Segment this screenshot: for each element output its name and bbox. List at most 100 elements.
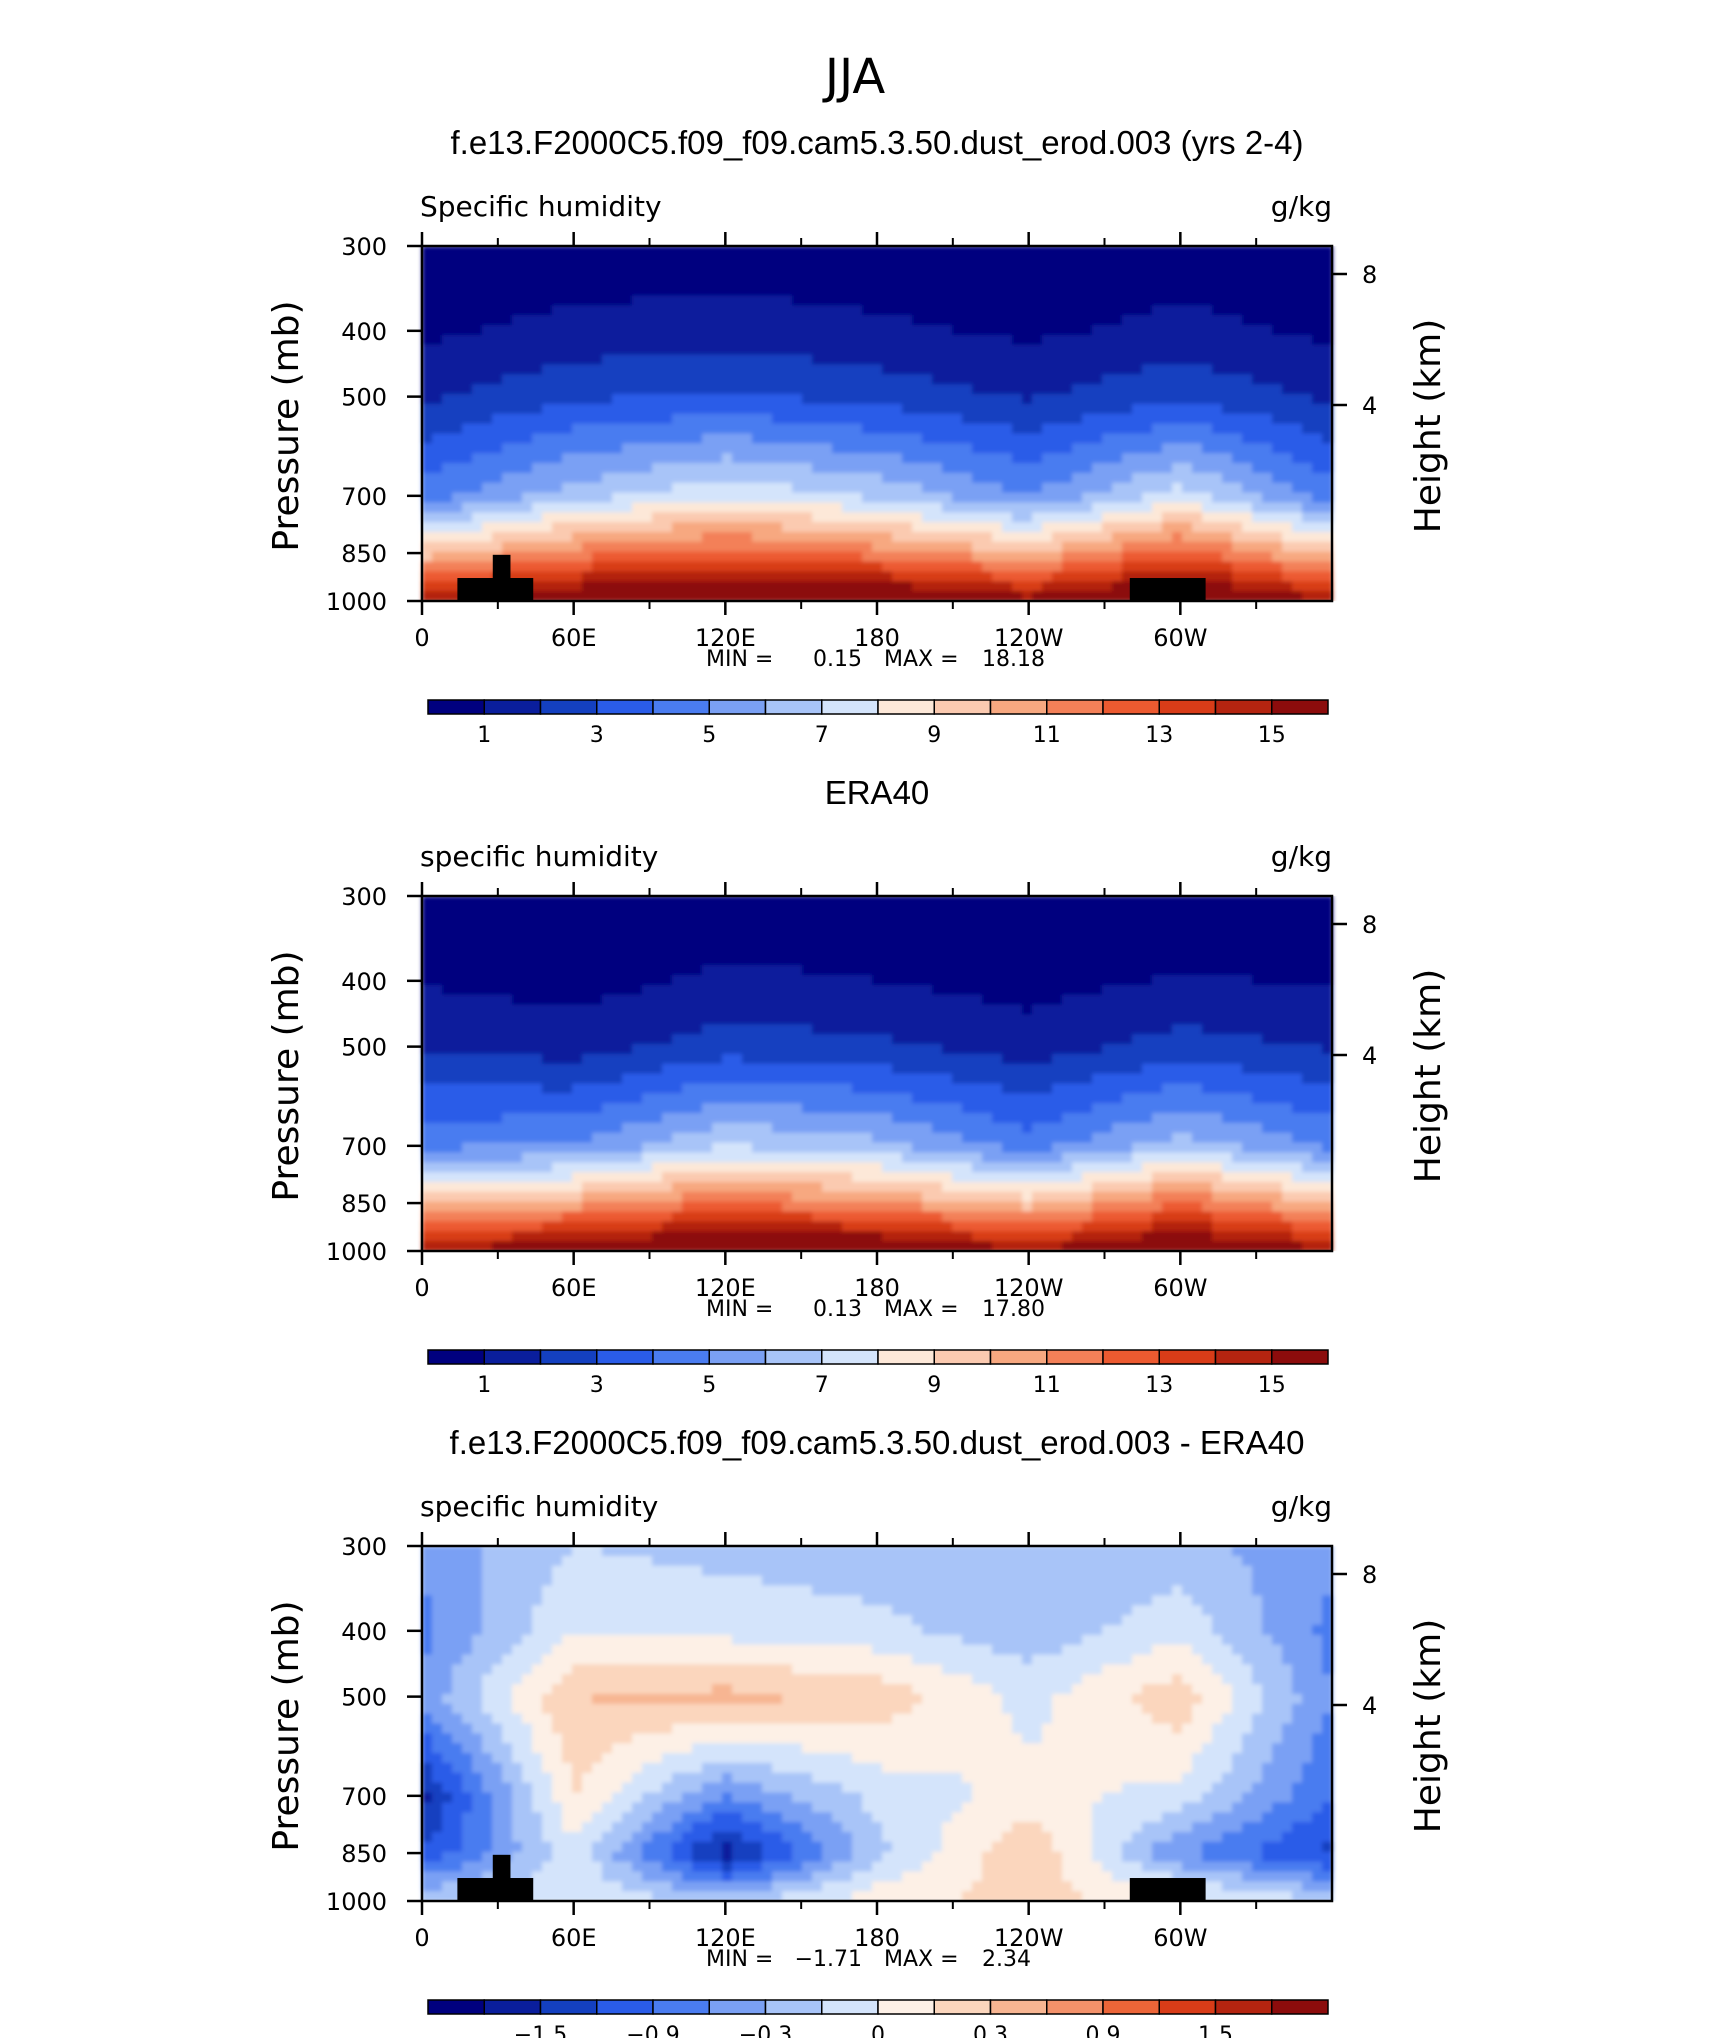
heatmap-cell <box>832 443 843 454</box>
heatmap-cell <box>422 1211 433 1223</box>
heatmap-cell <box>522 1191 533 1203</box>
heatmap-cell <box>842 443 853 454</box>
heatmap-cell <box>452 1211 463 1223</box>
heatmap-cell <box>702 965 713 976</box>
heatmap-cell <box>872 571 883 583</box>
heatmap-cell <box>432 295 443 306</box>
heatmap-cell <box>472 571 483 583</box>
heatmap-cell <box>462 443 473 454</box>
heatmap-cell <box>532 1112 543 1124</box>
heatmap-cell <box>1202 285 1213 297</box>
heatmap-cell <box>752 1191 763 1203</box>
heatmap-cell <box>572 364 583 375</box>
heatmap-cell <box>1002 334 1013 346</box>
heatmap-cell <box>1172 472 1183 484</box>
heatmap-cell <box>1012 571 1023 583</box>
heatmap-cell <box>852 581 863 592</box>
heatmap-cell <box>542 1073 553 1085</box>
heatmap-cell <box>912 512 923 523</box>
heatmap-cell <box>1102 512 1113 523</box>
heatmap-cell <box>942 255 953 267</box>
heatmap-cell <box>582 315 593 326</box>
heatmap-cell <box>1032 502 1043 514</box>
heatmap-cell <box>772 1014 783 1025</box>
heatmap-cell <box>522 275 533 287</box>
heatmap-cell <box>722 354 733 366</box>
heatmap-cell <box>692 1083 703 1095</box>
heatmap-cell <box>682 324 693 336</box>
heatmap-cell <box>742 1112 753 1124</box>
heatmap-cell <box>812 1024 823 1035</box>
heatmap-cell <box>1222 374 1233 385</box>
heatmap-cell <box>772 925 783 937</box>
heatmap-cell <box>1062 265 1073 277</box>
heatmap-cell <box>1282 364 1293 375</box>
heatmap-cell <box>672 315 683 326</box>
heatmap-cell <box>452 551 463 563</box>
heatmap-cell <box>542 541 553 553</box>
heatmap-cell <box>842 541 853 553</box>
heatmap-cell <box>762 482 773 494</box>
heatmap-cell <box>822 393 833 405</box>
heatmap-cell <box>1272 324 1283 336</box>
heatmap-cell <box>1222 246 1233 257</box>
heatmap-cell <box>642 1182 653 1193</box>
heatmap-cell <box>532 896 543 907</box>
heatmap-cell <box>692 1221 703 1233</box>
heatmap-cell <box>792 935 803 947</box>
heatmap-cell <box>702 1063 713 1075</box>
heatmap-cell <box>742 571 753 583</box>
heatmap-cell <box>582 393 593 405</box>
heatmap-cell <box>1002 423 1013 435</box>
heatmap-cell <box>592 1152 603 1164</box>
heatmap-cell <box>742 1083 753 1095</box>
heatmap-cell <box>572 541 583 553</box>
heatmap-cell <box>1032 423 1043 435</box>
heatmap-cell <box>1022 541 1033 553</box>
heatmap-cell <box>702 1024 713 1035</box>
heatmap-cell <box>952 591 963 602</box>
heatmap-cell <box>742 1122 753 1134</box>
heatmap-cell <box>682 1034 693 1045</box>
heatmap-cell <box>742 1221 753 1233</box>
heatmap-cell <box>852 1024 863 1035</box>
heatmap-cell <box>642 915 653 927</box>
heatmap-cell <box>702 1142 713 1154</box>
heatmap-cell <box>832 591 843 602</box>
heatmap-cell <box>962 423 973 435</box>
heatmap-cell <box>972 453 983 464</box>
heatmap-cell <box>742 1093 753 1104</box>
heatmap-cell <box>1062 571 1073 583</box>
heatmap-cell <box>632 344 643 356</box>
heatmap-cell <box>1252 246 1263 257</box>
heatmap-cell <box>1272 472 1283 484</box>
heatmap-cell <box>482 1132 493 1144</box>
heatmap-cell <box>1272 246 1283 257</box>
heatmap-cell <box>812 522 823 533</box>
heatmap-cell <box>752 905 763 917</box>
heatmap-cell <box>472 1073 483 1085</box>
heatmap-cell <box>562 255 573 267</box>
heatmap-cell <box>752 275 763 287</box>
heatmap-cell <box>682 1132 693 1144</box>
heatmap-cell <box>592 374 603 385</box>
heatmap-cell <box>1022 453 1033 464</box>
heatmap-cell <box>562 541 573 553</box>
heatmap-cell <box>1062 433 1073 445</box>
heatmap-cell <box>492 1083 503 1095</box>
heatmap-cell <box>772 551 783 563</box>
heatmap-cell <box>842 472 853 484</box>
heatmap-cell <box>742 344 753 356</box>
heatmap-cell <box>1022 374 1033 385</box>
heatmap-cell <box>522 1172 533 1183</box>
heatmap-cell <box>652 285 663 297</box>
heatmap-cell <box>672 1162 683 1173</box>
heatmap-cell <box>522 935 533 947</box>
heatmap-cell <box>632 462 643 474</box>
heatmap-cell <box>1192 482 1203 494</box>
heatmap-cell <box>432 1231 443 1242</box>
heatmap-cell <box>1082 305 1093 316</box>
heatmap-cell <box>962 591 973 602</box>
heatmap-cell <box>1212 275 1223 287</box>
heatmap-cell <box>542 896 553 907</box>
